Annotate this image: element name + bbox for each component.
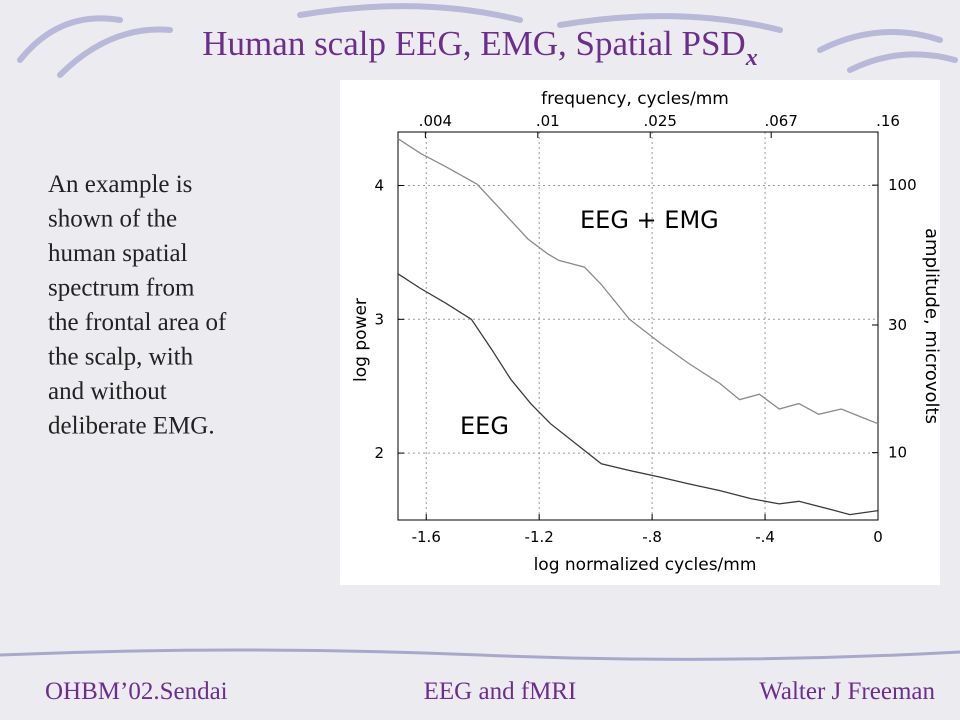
y2-axis-label: amplitude, microvolts [921, 228, 942, 424]
y-axis-label: log power [351, 298, 371, 382]
y2-tick-label: 30 [888, 316, 907, 334]
x2-tick-label: .067 [764, 112, 797, 130]
chart-background [340, 80, 940, 585]
y2-tick-label: 10 [888, 444, 907, 462]
body-line: human spatial [48, 240, 188, 267]
x2-tick-label: .01 [536, 112, 560, 130]
body-text: An example is shown of the human spatial sp… [48, 171, 227, 440]
y2-tick-label: 100 [888, 176, 917, 194]
title-subscript: x [745, 45, 758, 71]
x2-axis-label: frequency, cycles/mm [541, 89, 729, 109]
y-tick-label: 2 [374, 444, 384, 462]
x2-tick-label: .004 [419, 112, 452, 130]
footer: OHBM’02.Sendai EEG and fMRI Walter J Freem… [45, 678, 935, 705]
x-tick-label: -1.2 [525, 528, 554, 546]
x-tick-label: -.8 [642, 528, 662, 546]
body-line: shown of the [48, 206, 177, 233]
title-text: Human scalp EEG, EMG, Spatial PSD [202, 24, 745, 63]
x-tick-label: -1.6 [412, 528, 441, 546]
chart: -1.6 -1.2 -.8 -.4 0 2 3 4 .004 .01 .025 .067 .16 10 30… [351, 89, 942, 575]
slide-title: Human scalp EEG, EMG, Spatial PSDx [202, 24, 757, 71]
body-line: the frontal area of [48, 309, 227, 336]
annotation: EEG [460, 412, 509, 440]
y-tick-label: 4 [374, 177, 384, 195]
plot-frame [397, 131, 879, 521]
footer-text: EEG and fMRI [424, 678, 577, 705]
footer-text: Walter J Freeman [759, 678, 935, 705]
body-line: deliberate EMG. [48, 413, 215, 440]
x2-tick-label: .16 [876, 112, 900, 130]
decoration [0, 3, 960, 661]
body-line: the scalp, with [48, 344, 194, 371]
data-line [397, 138, 879, 425]
body-line: spectrum from [48, 275, 195, 302]
data-line [397, 273, 879, 516]
x-axis-label: log normalized cycles/mm [534, 555, 757, 575]
body-line: An example is [48, 171, 192, 198]
y-tick-label: 3 [374, 310, 384, 328]
footer-text: OHBM’02.Sendai [45, 678, 228, 705]
x-tick-label: 0 [873, 528, 883, 546]
x-tick-label: -.4 [755, 528, 775, 546]
body-line: and without [48, 378, 167, 405]
annotation: EEG + EMG [580, 206, 719, 234]
x2-tick-label: .025 [644, 112, 677, 130]
